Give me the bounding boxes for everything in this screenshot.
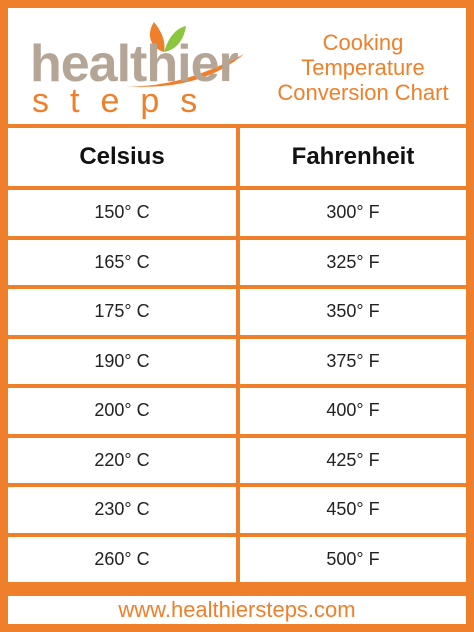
- header: healthier steps Cooking Temperature Conv…: [8, 8, 466, 124]
- table-row: 260° C 500° F: [8, 536, 466, 582]
- celsius-cell: 175° C: [8, 289, 236, 335]
- website-link[interactable]: www.healthiersteps.com: [8, 596, 466, 624]
- swoosh-icon: [126, 54, 244, 87]
- table-row: 200° C 400° F: [8, 388, 466, 434]
- header-celsius: Celsius: [8, 128, 236, 186]
- fahrenheit-cell: 500° F: [240, 536, 466, 582]
- celsius-cell: 230° C: [8, 487, 236, 533]
- table-header-row: Celsius Fahrenheit: [8, 128, 466, 186]
- table-row: 220° C 425° F: [8, 437, 466, 483]
- logo-word-healthier: healthier: [30, 35, 239, 93]
- chart-frame: healthier steps Cooking Temperature Conv…: [8, 8, 466, 624]
- fahrenheit-cell: 375° F: [240, 338, 466, 384]
- fahrenheit-cell: 300° F: [240, 190, 466, 236]
- fahrenheit-cell: 325° F: [240, 239, 466, 285]
- fahrenheit-cell: 350° F: [240, 289, 466, 335]
- table-row: 150° C 300° F: [8, 190, 466, 236]
- page-title: Cooking Temperature Conversion Chart: [258, 30, 468, 105]
- celsius-cell: 200° C: [8, 388, 236, 434]
- table-row: 165° C 325° F: [8, 239, 466, 285]
- healthier-steps-logo: healthier steps: [30, 18, 244, 120]
- leaf-icon: [149, 22, 186, 52]
- title-line-2: Temperature: [301, 55, 425, 80]
- fahrenheit-cell: 400° F: [240, 388, 466, 434]
- header-fahrenheit: Fahrenheit: [240, 128, 466, 186]
- fahrenheit-cell: 450° F: [240, 487, 466, 533]
- logo-word-steps: steps: [32, 82, 219, 120]
- table-row: 190° C 375° F: [8, 338, 466, 384]
- table-row: 230° C 450° F: [8, 487, 466, 533]
- celsius-cell: 165° C: [8, 239, 236, 285]
- celsius-cell: 190° C: [8, 338, 236, 384]
- title-line-3: Conversion Chart: [277, 80, 449, 105]
- celsius-cell: 150° C: [8, 190, 236, 236]
- fahrenheit-cell: 425° F: [240, 437, 466, 483]
- table-row: 175° C 350° F: [8, 289, 466, 335]
- celsius-cell: 260° C: [8, 536, 236, 582]
- celsius-cell: 220° C: [8, 437, 236, 483]
- title-line-1: Cooking: [322, 30, 404, 55]
